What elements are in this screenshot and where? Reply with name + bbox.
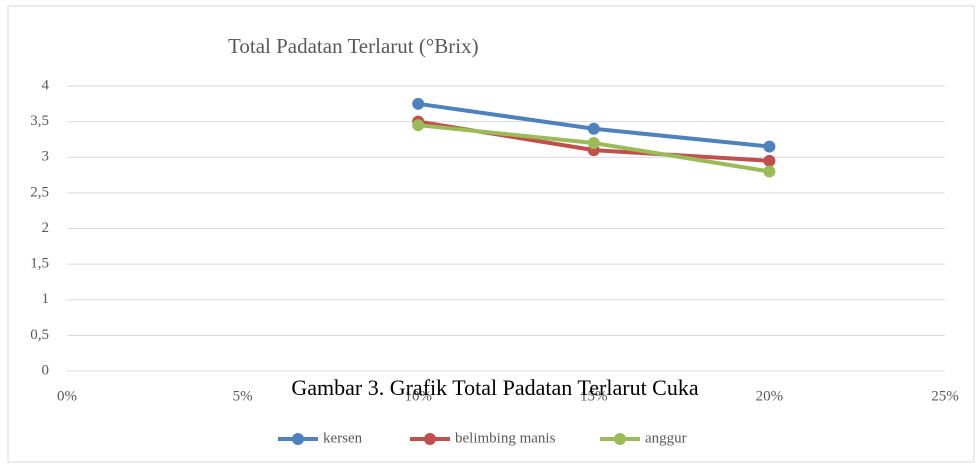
y-tick-label: 0,5 (30, 327, 49, 343)
legend-marker (424, 433, 436, 445)
chart-border (7, 5, 975, 463)
data-point (763, 165, 776, 178)
x-tick-label: 10% (404, 388, 432, 404)
x-tick-label: 5% (233, 388, 253, 404)
legend-marker (292, 433, 304, 445)
y-tick-label: 3,5 (30, 113, 49, 129)
chart-title: Total Padatan Terlarut (°Brix) (228, 34, 479, 58)
caption: Gambar 3. Grafik Total Padatan Terlarut … (291, 375, 698, 400)
data-point (412, 97, 425, 110)
x-tick-label: 0% (57, 388, 77, 404)
x-tick-label: 25% (931, 388, 959, 404)
y-tick-label: 2,5 (30, 184, 49, 200)
y-tick-label: 1 (42, 291, 50, 307)
data-point (763, 140, 776, 153)
legend-label: belimbing manis (455, 430, 556, 446)
y-tick-label: 2 (42, 220, 50, 236)
legend-marker (614, 433, 626, 445)
x-tick-label: 15% (580, 388, 608, 404)
data-point (587, 137, 600, 149)
legend-label: anggur (645, 430, 687, 446)
data-point (763, 154, 776, 167)
data-point (587, 122, 600, 135)
x-tick-label: 20% (756, 388, 784, 404)
data-point (412, 119, 425, 132)
legend-label: kersen (323, 430, 363, 446)
y-tick-label: 3 (42, 149, 50, 165)
y-tick-label: 4 (42, 77, 50, 93)
y-tick-label: 0 (42, 362, 50, 378)
y-tick-label: 1,5 (30, 256, 49, 272)
